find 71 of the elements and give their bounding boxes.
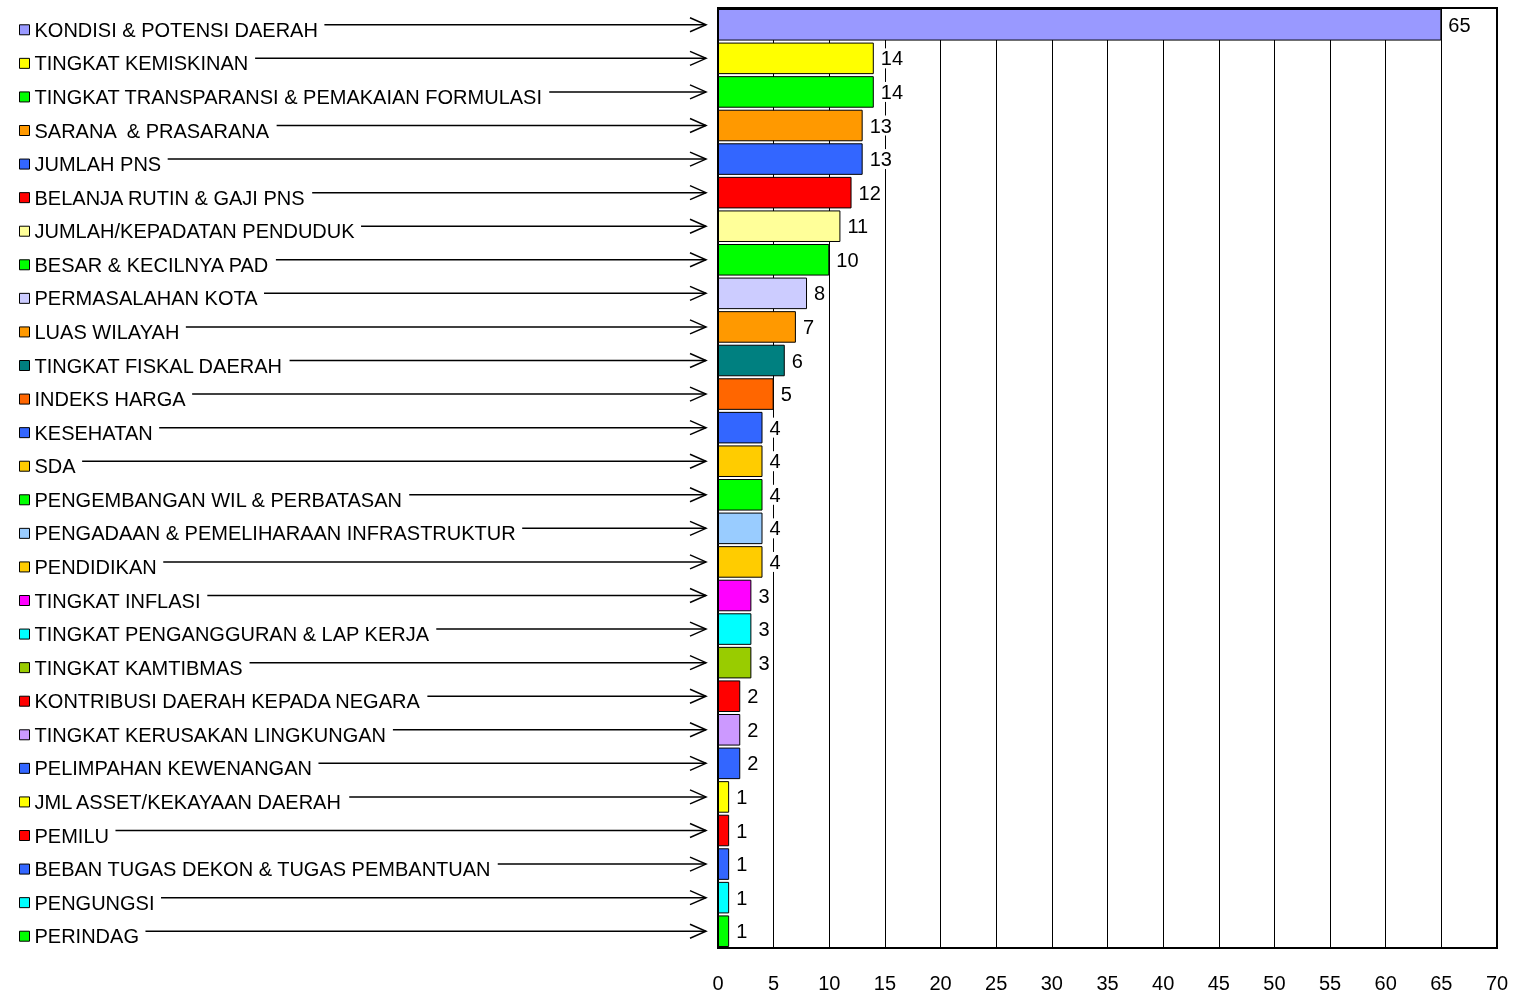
data-label: 4 xyxy=(769,416,781,439)
legend-label: PELIMPAHAN KEWENANGAN xyxy=(34,757,312,780)
data-label: 3 xyxy=(758,618,770,641)
legend-label: JUMLAH PNS xyxy=(34,153,162,176)
data-label: 2 xyxy=(747,752,759,775)
legend-label: KONTRIBUSI DAERAH KEPADA NEGARA xyxy=(34,690,421,713)
legend-label: KONDISI & POTENSI DAERAH xyxy=(34,18,318,41)
data-label: 10 xyxy=(836,248,859,271)
data-label: 1 xyxy=(736,920,748,943)
legend-label: LUAS WILAYAH xyxy=(34,320,180,343)
data-label: 8 xyxy=(814,282,826,305)
legend-label: BESAR & KECILNYA PAD xyxy=(34,253,269,276)
x-tick-label: 5 xyxy=(768,972,780,994)
legend-label: SARANA & PRASARANA xyxy=(34,119,270,142)
data-label: 13 xyxy=(869,114,892,137)
legend-label: TINGKAT INFLASI xyxy=(34,589,201,612)
data-label: 5 xyxy=(780,383,792,406)
data-label: 4 xyxy=(769,450,781,473)
data-label: 7 xyxy=(802,315,815,338)
legend-label: JML ASSET/KEKAYAAN DAERAH xyxy=(34,790,341,813)
x-tick-label: 35 xyxy=(1096,972,1119,994)
legend-label: BELANJA RUTIN & GAJI PNS xyxy=(34,186,305,209)
data-label: 2 xyxy=(747,718,759,741)
data-label: 14 xyxy=(880,80,904,103)
data-label: 3 xyxy=(758,651,770,674)
legend-label: PERINDAG xyxy=(34,925,139,948)
data-label: 1 xyxy=(736,853,748,876)
data-label: 1 xyxy=(736,819,748,842)
legend-label: PERMASALAHAN KOTA xyxy=(34,287,259,310)
x-tick-label: 15 xyxy=(873,972,897,994)
x-tick-label: 70 xyxy=(1485,972,1509,994)
legend-label: SDA xyxy=(34,455,77,478)
data-label: 4 xyxy=(769,483,781,506)
data-label: 4 xyxy=(769,517,781,540)
legend-label: PENGUNGSI xyxy=(34,891,155,914)
legend-label: TINGKAT FISKAL DAERAH xyxy=(34,354,282,377)
legend-label: TINGKAT PENGANGGURAN & LAP KERJA xyxy=(34,623,430,646)
x-tick-label: 25 xyxy=(985,972,1008,994)
legend-label: TINGKAT KEMISKINAN xyxy=(34,52,249,75)
x-tick-label: 50 xyxy=(1263,972,1286,994)
legend-label: INDEKS HARGA xyxy=(34,388,187,411)
x-tick-label: 10 xyxy=(818,972,841,994)
x-tick-label: 40 xyxy=(1152,972,1175,994)
data-label: 12 xyxy=(858,181,881,204)
data-label: 1 xyxy=(736,785,748,808)
legend-label: KESEHATAN xyxy=(34,421,153,444)
legend-label: JUMLAH/KEPADATAN PENDUDUK xyxy=(34,220,356,243)
legend-label: PEMILU xyxy=(34,824,109,847)
x-tick-label: 55 xyxy=(1318,972,1342,994)
x-tick-label: 45 xyxy=(1207,972,1230,994)
data-label: 3 xyxy=(758,584,770,607)
legend-label: PENGADAAN & PEMELIHARAAN INFRASTRUKTUR xyxy=(34,522,516,545)
legend-label: PENDIDIKAN xyxy=(34,555,157,578)
legend-label: BEBAN TUGAS DEKON & TUGAS PEMBANTUAN xyxy=(34,858,491,881)
legend-label: TINGKAT TRANSPARANSI & PEMAKAIAN FORMULASI xyxy=(34,85,543,108)
legend-label: PENGEMBANGAN WIL & PERBATASAN xyxy=(34,488,402,511)
data-label: 65 xyxy=(1448,13,1471,36)
legend-label: TINGKAT KERUSAKAN LINGKUNGAN xyxy=(34,723,387,746)
x-tick-label: 30 xyxy=(1040,972,1063,994)
x-tick-label: 0 xyxy=(712,972,724,994)
x-tick-label: 20 xyxy=(929,972,952,994)
data-label: 11 xyxy=(847,215,869,238)
data-label: 1 xyxy=(736,886,748,909)
x-tick-label: 65 xyxy=(1430,972,1453,994)
data-label: 6 xyxy=(791,349,803,372)
data-label: 2 xyxy=(747,685,759,708)
data-label: 14 xyxy=(880,47,904,70)
data-label: 13 xyxy=(869,148,892,171)
legend-label: TINGKAT KAMTIBMAS xyxy=(34,656,243,679)
data-label: 4 xyxy=(769,550,781,573)
x-tick-label: 60 xyxy=(1374,972,1397,994)
